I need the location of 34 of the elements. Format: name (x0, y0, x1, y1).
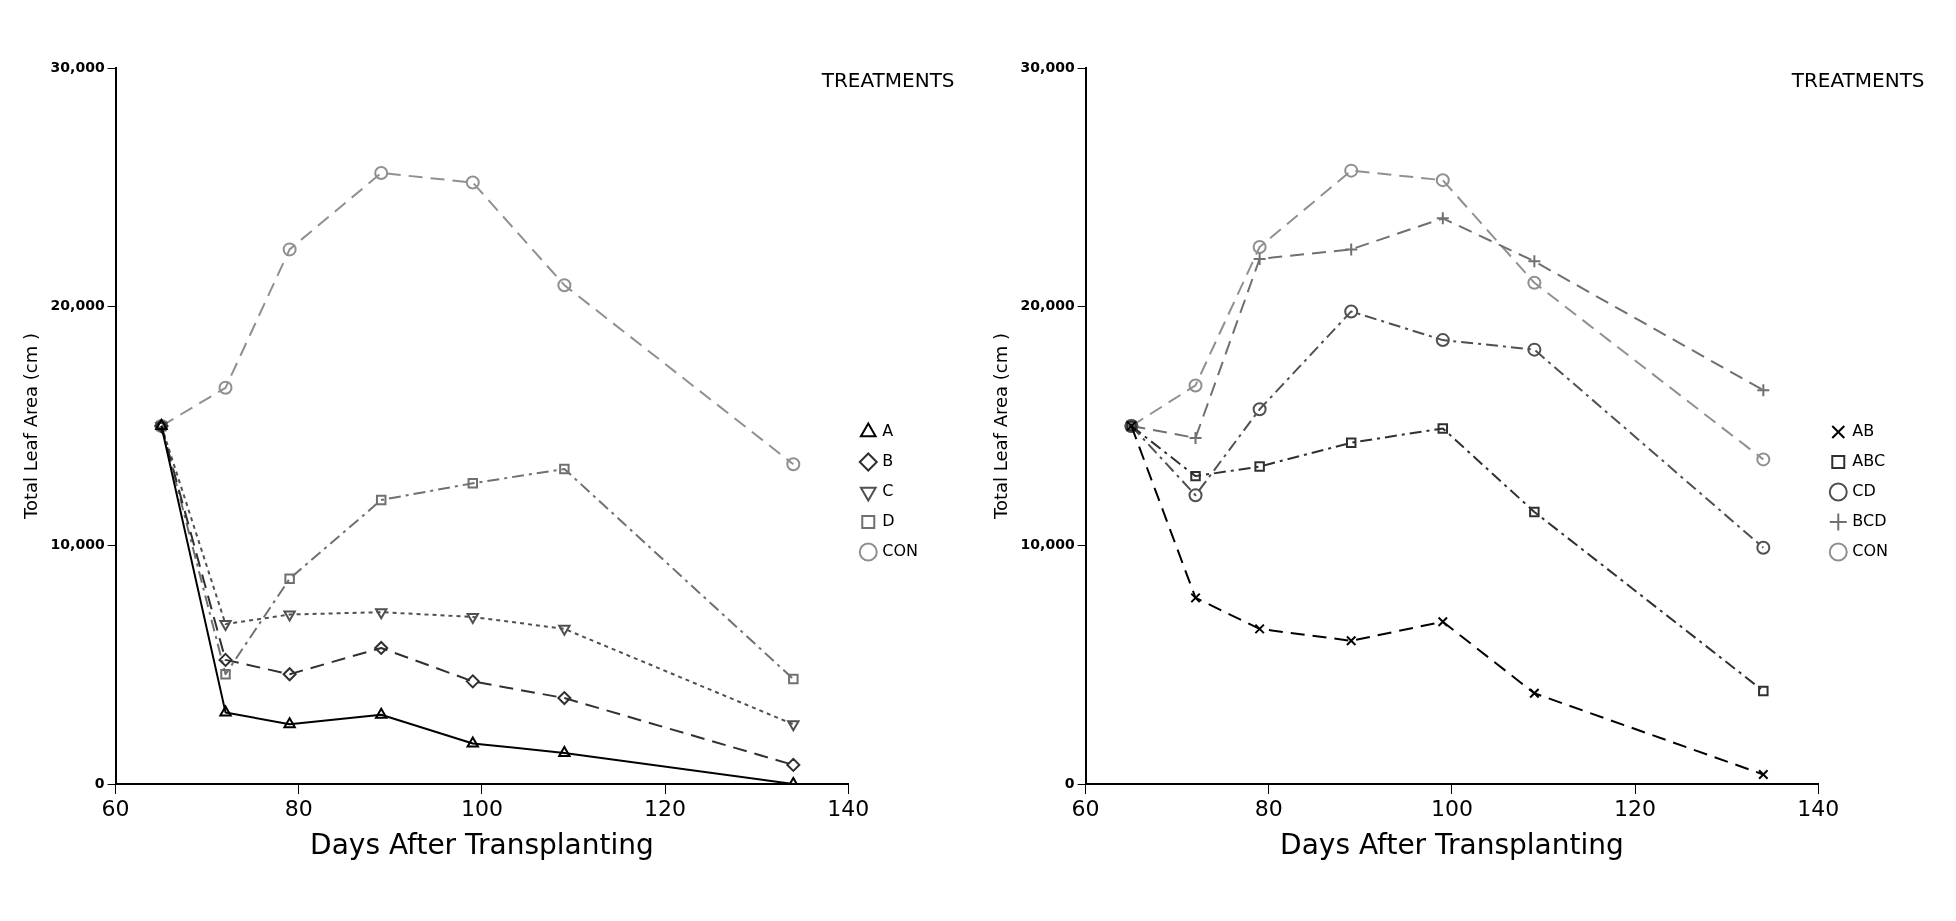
x-tick-label: 60 (101, 795, 130, 821)
x-tick-label: 80 (284, 795, 313, 821)
x-tick-label: 120 (1614, 795, 1657, 821)
x-tick-label: 140 (827, 795, 870, 821)
legend-label: B (882, 451, 894, 471)
legend-label: CON (1852, 541, 1888, 561)
legend-label: A (882, 421, 894, 441)
y-tick-label: 0 (1064, 774, 1075, 791)
y-tick-label: 20,000 (1020, 297, 1075, 314)
x-tick-label: 140 (1797, 795, 1840, 821)
x-axis-title: Days After Transplanting (1280, 828, 1624, 862)
y-tick-label: 30,000 (50, 58, 105, 75)
legend-label: C (882, 481, 894, 501)
legend-label: CON (882, 541, 918, 561)
x-axis-title: Days After Transplanting (310, 828, 654, 862)
y-axis-title: Total Leaf Area (cm ) (20, 333, 42, 520)
legend-title: TREATMENTS (1790, 68, 1925, 93)
y-tick-label: 0 (94, 774, 105, 791)
x-tick-label: 80 (1254, 795, 1283, 821)
legend-label: BCD (1852, 511, 1887, 531)
legend-label: AB (1852, 421, 1875, 441)
legend-title: TREATMENTS (820, 68, 955, 93)
y-tick-label: 10,000 (1020, 535, 1075, 552)
legend-label: ABC (1852, 451, 1886, 471)
y-tick-label: 10,000 (50, 535, 105, 552)
y-axis-title: Total Leaf Area (cm ) (990, 333, 1012, 520)
y-tick-label: 30,000 (1020, 58, 1075, 75)
x-tick-label: 100 (460, 795, 503, 821)
x-tick-label: 60 (1071, 795, 1100, 821)
legend-label: CD (1852, 481, 1876, 501)
y-tick-label: 20,000 (50, 297, 105, 314)
legend-label: D (882, 511, 895, 531)
x-tick-label: 100 (1430, 795, 1473, 821)
x-tick-label: 120 (644, 795, 687, 821)
